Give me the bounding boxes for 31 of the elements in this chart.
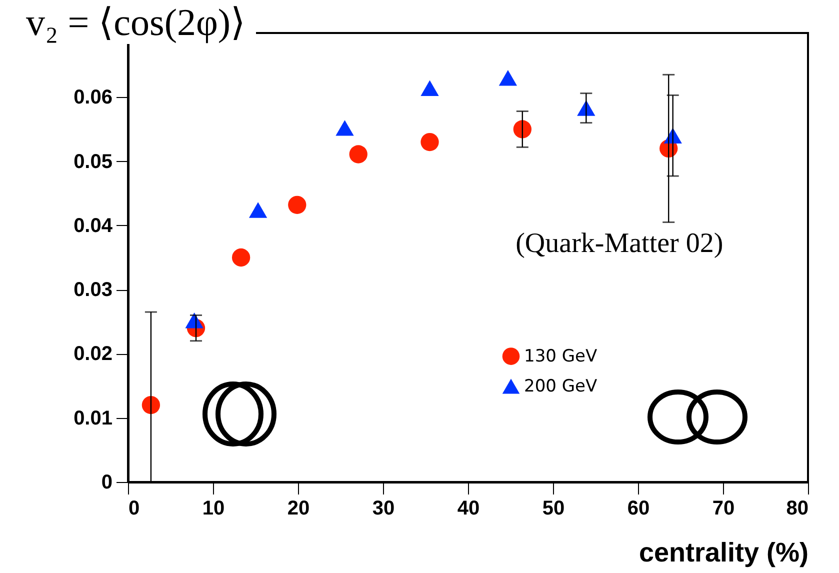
y-tick-label: 0.02 (74, 343, 112, 366)
x-tick-label: 0 (128, 498, 140, 520)
x-tick-label: 40 (457, 498, 480, 520)
y-tick-label: 0.05 (74, 150, 112, 173)
y-tick-label: 0.03 (74, 279, 112, 302)
point (513, 120, 532, 138)
point (232, 248, 250, 267)
x-tick-label: 80 (786, 498, 808, 520)
x-tick-label: 20 (287, 498, 310, 520)
chart-title: v₂ = ⟨cos(2φ)⟩ (26, 2, 256, 44)
point (420, 80, 439, 96)
point (420, 132, 439, 152)
y-tick-label: 0.04 (74, 214, 114, 237)
point (142, 396, 160, 414)
point (498, 70, 518, 86)
point (349, 145, 368, 164)
y-tick-label: 0.01 (74, 407, 112, 430)
legend-label: 200 GeV (524, 376, 598, 396)
y-tick-label: 0.06 (74, 86, 112, 109)
point (336, 120, 354, 136)
x-tick-label: 60 (627, 498, 650, 520)
x-tick-label: 70 (712, 498, 735, 520)
point (288, 196, 306, 214)
x-tick-label: 30 (372, 498, 395, 520)
point (248, 202, 268, 218)
legend-label: 130 GeV (524, 346, 598, 366)
annotation: (Quark-Matter 02) (516, 228, 724, 260)
x-axis-title: centrality (%) (638, 538, 808, 568)
x-tick-label: 50 (542, 498, 565, 520)
y-tick-label: 0 (101, 472, 112, 494)
x-tick-label: 10 (202, 498, 225, 520)
